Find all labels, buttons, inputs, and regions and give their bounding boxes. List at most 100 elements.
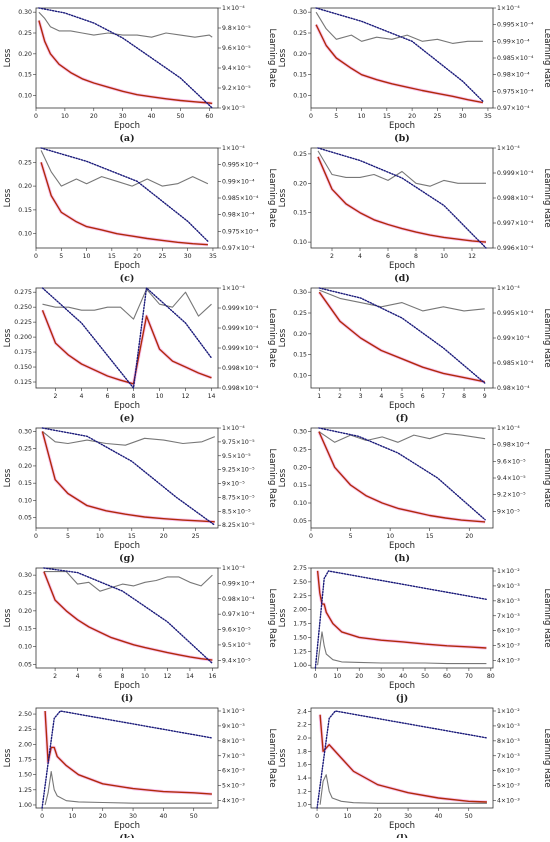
chart-panel-l: 0 10 20 30 40 50 1.0 1.2 1.4 1.6 1.8 2.0 2.2 2.4 4×10⁻… bbox=[278, 707, 550, 842]
y-tick-label: 0.175 bbox=[14, 349, 32, 356]
y2-tick-label: 6×10⁻³ bbox=[497, 628, 520, 635]
x-tick-label: 4 bbox=[80, 393, 84, 400]
x-axis-label: Epoch bbox=[389, 541, 415, 551]
x-axis-label: Epoch bbox=[114, 261, 140, 271]
x-tick-label: 20 bbox=[160, 533, 168, 540]
y2-tick-label: 9.6×10⁻⁵ bbox=[222, 627, 251, 634]
y-tick-label: 0.25 bbox=[18, 159, 32, 166]
y2-tick-label: 4×10⁻³ bbox=[497, 658, 520, 665]
x-tick-label: 3 bbox=[359, 393, 363, 400]
y-axis-label: Loss bbox=[278, 328, 288, 347]
chart-panel-d: 2 4 6 8 10 12 0.10 0.15 0.20 0.25 0.996×10⁻⁴ 0.997×… bbox=[278, 145, 550, 284]
y2-tick-label: 9×10⁻⁵ bbox=[222, 481, 245, 488]
x-tick-label: 25 bbox=[158, 253, 166, 260]
y2-tick-label: 7×10⁻³ bbox=[497, 613, 520, 620]
validation-loss-line bbox=[38, 11, 213, 38]
y-tick-label: 0.10 bbox=[293, 239, 307, 246]
y2-axis-label: Learning Rate bbox=[267, 728, 277, 787]
x-tick-label: 0 bbox=[315, 813, 319, 820]
x-tick-label: 20 bbox=[99, 813, 107, 820]
x-tick-label: 0 bbox=[40, 813, 44, 820]
x-tick-label: 14 bbox=[186, 673, 194, 680]
y2-tick-label: 0.98×10⁻⁴ bbox=[222, 212, 255, 219]
x-tick-label: 2 bbox=[338, 393, 342, 400]
x-tick-label: 20 bbox=[408, 113, 416, 120]
y-tick-label: 0.25 bbox=[18, 446, 32, 453]
y2-tick-label: 0.995×10⁻⁴ bbox=[497, 22, 534, 29]
y-axis-label: Loss bbox=[278, 188, 288, 207]
validation-loss-line bbox=[317, 150, 486, 187]
y2-tick-label: 4×10⁻³ bbox=[222, 798, 245, 805]
y-tick-label: 0.30 bbox=[18, 572, 32, 579]
y-tick-label: 0.15 bbox=[18, 480, 32, 487]
y2-tick-label: 7×10⁻³ bbox=[222, 753, 245, 760]
validation-loss-line bbox=[42, 430, 216, 446]
y2-tick-label: 0.98×10⁻⁴ bbox=[497, 442, 530, 449]
y2-tick-label: 1×10⁻⁴ bbox=[497, 285, 520, 292]
learning-rate-line bbox=[41, 710, 213, 809]
y2-tick-label: 0.975×10⁻⁴ bbox=[222, 228, 259, 235]
y-tick-label: 0.20 bbox=[293, 464, 307, 471]
panel-label: (h) bbox=[394, 553, 410, 564]
train-loss-line bbox=[315, 24, 484, 104]
y-tick-label: 1.25 bbox=[18, 787, 32, 794]
y2-tick-label: 9.2×10⁻⁵ bbox=[497, 492, 526, 499]
y-tick-label: 1.75 bbox=[293, 621, 307, 628]
y-tick-label: 0.250 bbox=[14, 304, 32, 311]
y-tick-label: 2.25 bbox=[293, 593, 307, 600]
y-axis-label: Loss bbox=[3, 188, 13, 207]
plot-frame bbox=[35, 287, 219, 389]
y2-tick-label: 1×10⁻² bbox=[497, 568, 520, 575]
y-axis-label: Loss bbox=[278, 48, 288, 67]
x-tick-label: 2 bbox=[53, 673, 57, 680]
train-loss-band bbox=[37, 20, 213, 105]
y2-tick-label: 0.99×10⁻⁴ bbox=[222, 580, 255, 587]
x-tick-label: 12 bbox=[468, 253, 476, 260]
y-axis-label: Loss bbox=[3, 328, 13, 347]
x-axis-label: Epoch bbox=[114, 401, 140, 411]
x-tick-label: 6 bbox=[421, 393, 425, 400]
chart-panel-h: 0 5 10 15 20 0.05 0.10 0.15 0.20 0.25 0.30 9×10⁻⁵ 9.… bbox=[278, 425, 550, 564]
chart-panel-e: 2 4 6 8 10 12 14 0.125 0.150 0.175 0.200 0.225 0.250… bbox=[3, 285, 277, 424]
y-tick-label: 0.10 bbox=[18, 497, 32, 504]
train-loss-line bbox=[316, 570, 487, 649]
chart-panel-f: 1 2 3 4 5 6 7 8 9 0.10 0.15 0.20 0.25 0.30 0.98×10⁻⁴ 0.… bbox=[278, 285, 550, 424]
y2-tick-label: 0.985×10⁻⁴ bbox=[222, 195, 259, 202]
y2-tick-label: 4×10⁻³ bbox=[497, 798, 520, 805]
plot-frame bbox=[310, 567, 494, 669]
y2-tick-label: 9.8×10⁻⁵ bbox=[222, 25, 251, 32]
x-tick-label: 20 bbox=[90, 113, 98, 120]
x-tick-label: 0 bbox=[309, 533, 313, 540]
plot-frame bbox=[35, 147, 219, 249]
y-tick-label: 0.30 bbox=[293, 289, 307, 296]
x-tick-label: 5 bbox=[400, 393, 404, 400]
y-tick-label: 0.275 bbox=[14, 289, 32, 296]
y-tick-label: 0.20 bbox=[18, 183, 32, 190]
x-tick-label: 10 bbox=[358, 113, 366, 120]
y-tick-label: 1.75 bbox=[18, 757, 32, 764]
x-tick-label: 7 bbox=[441, 393, 445, 400]
x-tick-label: 1 bbox=[317, 393, 321, 400]
y-axis-label: Loss bbox=[278, 748, 288, 767]
y2-tick-label: 0.98×10⁻⁴ bbox=[222, 596, 255, 603]
x-tick-label: 5 bbox=[334, 113, 338, 120]
train-loss-line bbox=[38, 20, 213, 105]
y-tick-label: 1.50 bbox=[293, 634, 307, 641]
train-loss-line bbox=[41, 309, 212, 385]
x-tick-label: 4 bbox=[76, 673, 80, 680]
y-tick-label: 1.4 bbox=[297, 775, 307, 782]
y-tick-label: 0.15 bbox=[293, 482, 307, 489]
x-tick-label: 12 bbox=[182, 393, 190, 400]
y-tick-label: 0.25 bbox=[18, 590, 32, 597]
x-tick-label: 6 bbox=[386, 253, 390, 260]
x-axis-label: Epoch bbox=[114, 821, 140, 831]
x-tick-label: 10 bbox=[440, 253, 448, 260]
y2-tick-label: 9.25×10⁻⁵ bbox=[222, 467, 255, 474]
x-tick-label: 40 bbox=[434, 813, 442, 820]
y-axis-label: Loss bbox=[278, 468, 288, 487]
y2-tick-label: 0.999×10⁻⁴ bbox=[497, 170, 534, 177]
y-tick-label: 0.30 bbox=[293, 429, 307, 436]
learning-rate-line bbox=[317, 147, 487, 249]
y-tick-label: 2.00 bbox=[293, 607, 307, 614]
x-tick-label: 5 bbox=[66, 533, 70, 540]
